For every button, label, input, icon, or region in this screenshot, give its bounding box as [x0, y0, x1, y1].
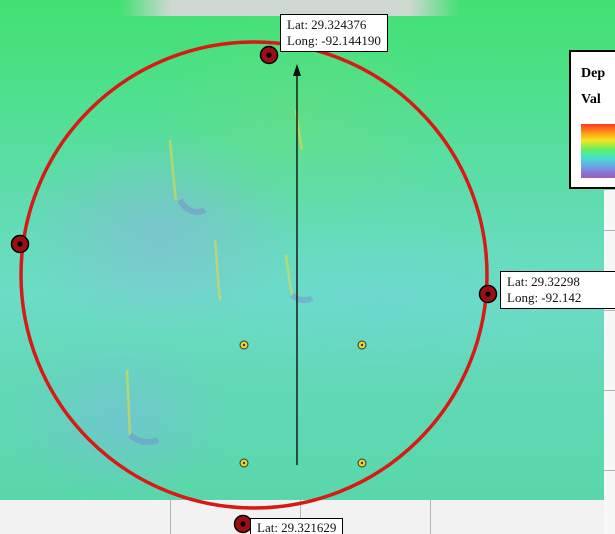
pin-nw[interactable] [239, 340, 249, 350]
axis-tick [604, 390, 615, 391]
axis-tick [604, 470, 615, 471]
axis-tick [170, 500, 171, 534]
east-lat-text: Lat: 29.32298 [507, 274, 580, 289]
north-lat-text: Lat: 29.324376 [287, 17, 367, 32]
arrow-up-icon [293, 64, 301, 465]
legend-subtitle: Val [581, 92, 601, 107]
feature-streaks [125, 109, 314, 446]
depth-legend: Dep Val [569, 50, 615, 189]
south-lat-text: Lat: 29.321629 [257, 520, 337, 534]
west-marker[interactable] [10, 234, 30, 254]
legend-color-ramp [581, 124, 615, 178]
north-marker[interactable] [259, 45, 279, 65]
axis-tick [430, 500, 431, 534]
axis-tick [604, 230, 615, 231]
top-map-strip [120, 0, 460, 16]
pin-se[interactable] [357, 458, 367, 468]
south-coordinate-label: Lat: 29.321629 [250, 518, 344, 534]
right-axis-strip [604, 190, 615, 534]
pin-sw[interactable] [239, 458, 249, 468]
axis-tick [300, 500, 301, 534]
legend-title: Dep [581, 66, 606, 81]
axis-tick [604, 310, 615, 311]
east-marker[interactable] [478, 284, 498, 304]
east-coordinate-label: Lat: 29.32298 Long: -92.142 [500, 271, 615, 309]
south-marker[interactable] [233, 514, 253, 534]
survey-circle [19, 40, 489, 510]
north-long-text: Long: -92.144190 [287, 33, 381, 48]
pin-ne[interactable] [357, 340, 367, 350]
north-coordinate-label: Lat: 29.324376 Long: -92.144190 [280, 14, 388, 52]
east-long-text: Long: -92.142 [507, 290, 582, 305]
